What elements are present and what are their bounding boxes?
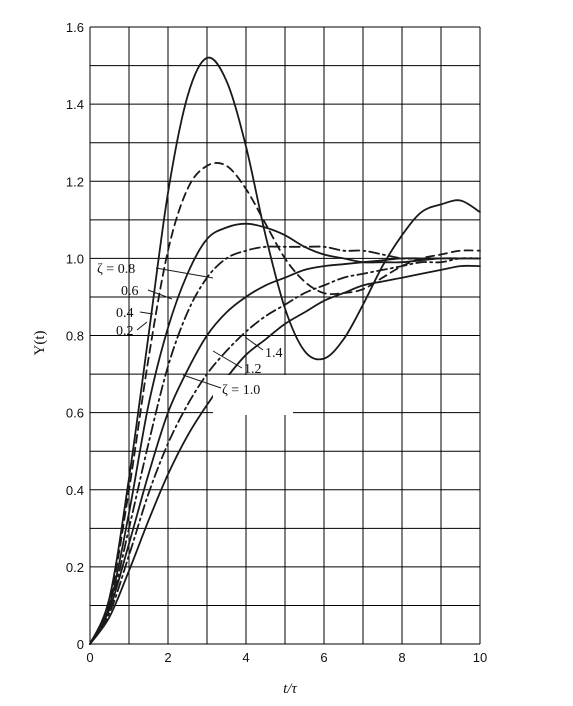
y-tick-label: 1.4 bbox=[66, 97, 84, 112]
annotation-1.2: 1.2 bbox=[244, 362, 262, 377]
annotation-0.4: 0.4 bbox=[116, 306, 134, 321]
x-tick-label: 6 bbox=[320, 650, 327, 665]
annotation-background bbox=[213, 375, 293, 415]
y-axis-label: Y(t) bbox=[32, 331, 48, 356]
leader-1.2 bbox=[212, 350, 243, 369]
leader-zeta-1.0 bbox=[182, 374, 222, 389]
x-tick-label: 0 bbox=[86, 650, 93, 665]
leader-0.6 bbox=[147, 289, 173, 300]
curve-0.2 bbox=[89, 56, 481, 645]
leader-0.4 bbox=[139, 311, 154, 315]
annotation-zeta-1.0: ζ = 1.0 bbox=[222, 383, 260, 398]
annotation-0.6: 0.6 bbox=[121, 284, 139, 299]
y-tick-label: 0 bbox=[77, 637, 84, 652]
curve-1.2 bbox=[89, 257, 481, 645]
y-tick-label: 0.6 bbox=[66, 406, 84, 421]
y-tick-label: 0.4 bbox=[66, 483, 84, 498]
annotation-zeta-0.8: ζ = 0.8 bbox=[97, 262, 135, 277]
leader-0.2 bbox=[136, 321, 148, 331]
y-tick-label: 1.0 bbox=[66, 251, 84, 266]
x-tick-label: 4 bbox=[242, 650, 249, 665]
leader-lines bbox=[136, 267, 264, 389]
response-curves bbox=[89, 56, 481, 645]
x-tick-label: 10 bbox=[473, 650, 487, 665]
curve-1 bbox=[89, 257, 481, 645]
curve-1.4 bbox=[89, 264, 481, 645]
x-axis-label: t/τ bbox=[283, 681, 297, 697]
y-tick-label: 1.2 bbox=[66, 174, 84, 189]
y-tick-label: 0.8 bbox=[66, 329, 84, 344]
x-tick-label: 2 bbox=[164, 650, 171, 665]
curve-annotations: ζ = 0.8 0.6 0.4 0.2 1.4 1.2 ζ = 1.0 bbox=[97, 262, 283, 398]
curve-0.8 bbox=[89, 222, 481, 645]
annotation-0.2: 0.2 bbox=[116, 324, 134, 339]
y-tick-label: 0.2 bbox=[66, 560, 84, 575]
y-tick-label: 1.6 bbox=[66, 20, 84, 35]
leader-zeta-0.8 bbox=[155, 267, 214, 279]
annotation-1.4: 1.4 bbox=[265, 346, 283, 361]
x-tick-label: 8 bbox=[398, 650, 405, 665]
leader-1.4 bbox=[244, 336, 264, 351]
